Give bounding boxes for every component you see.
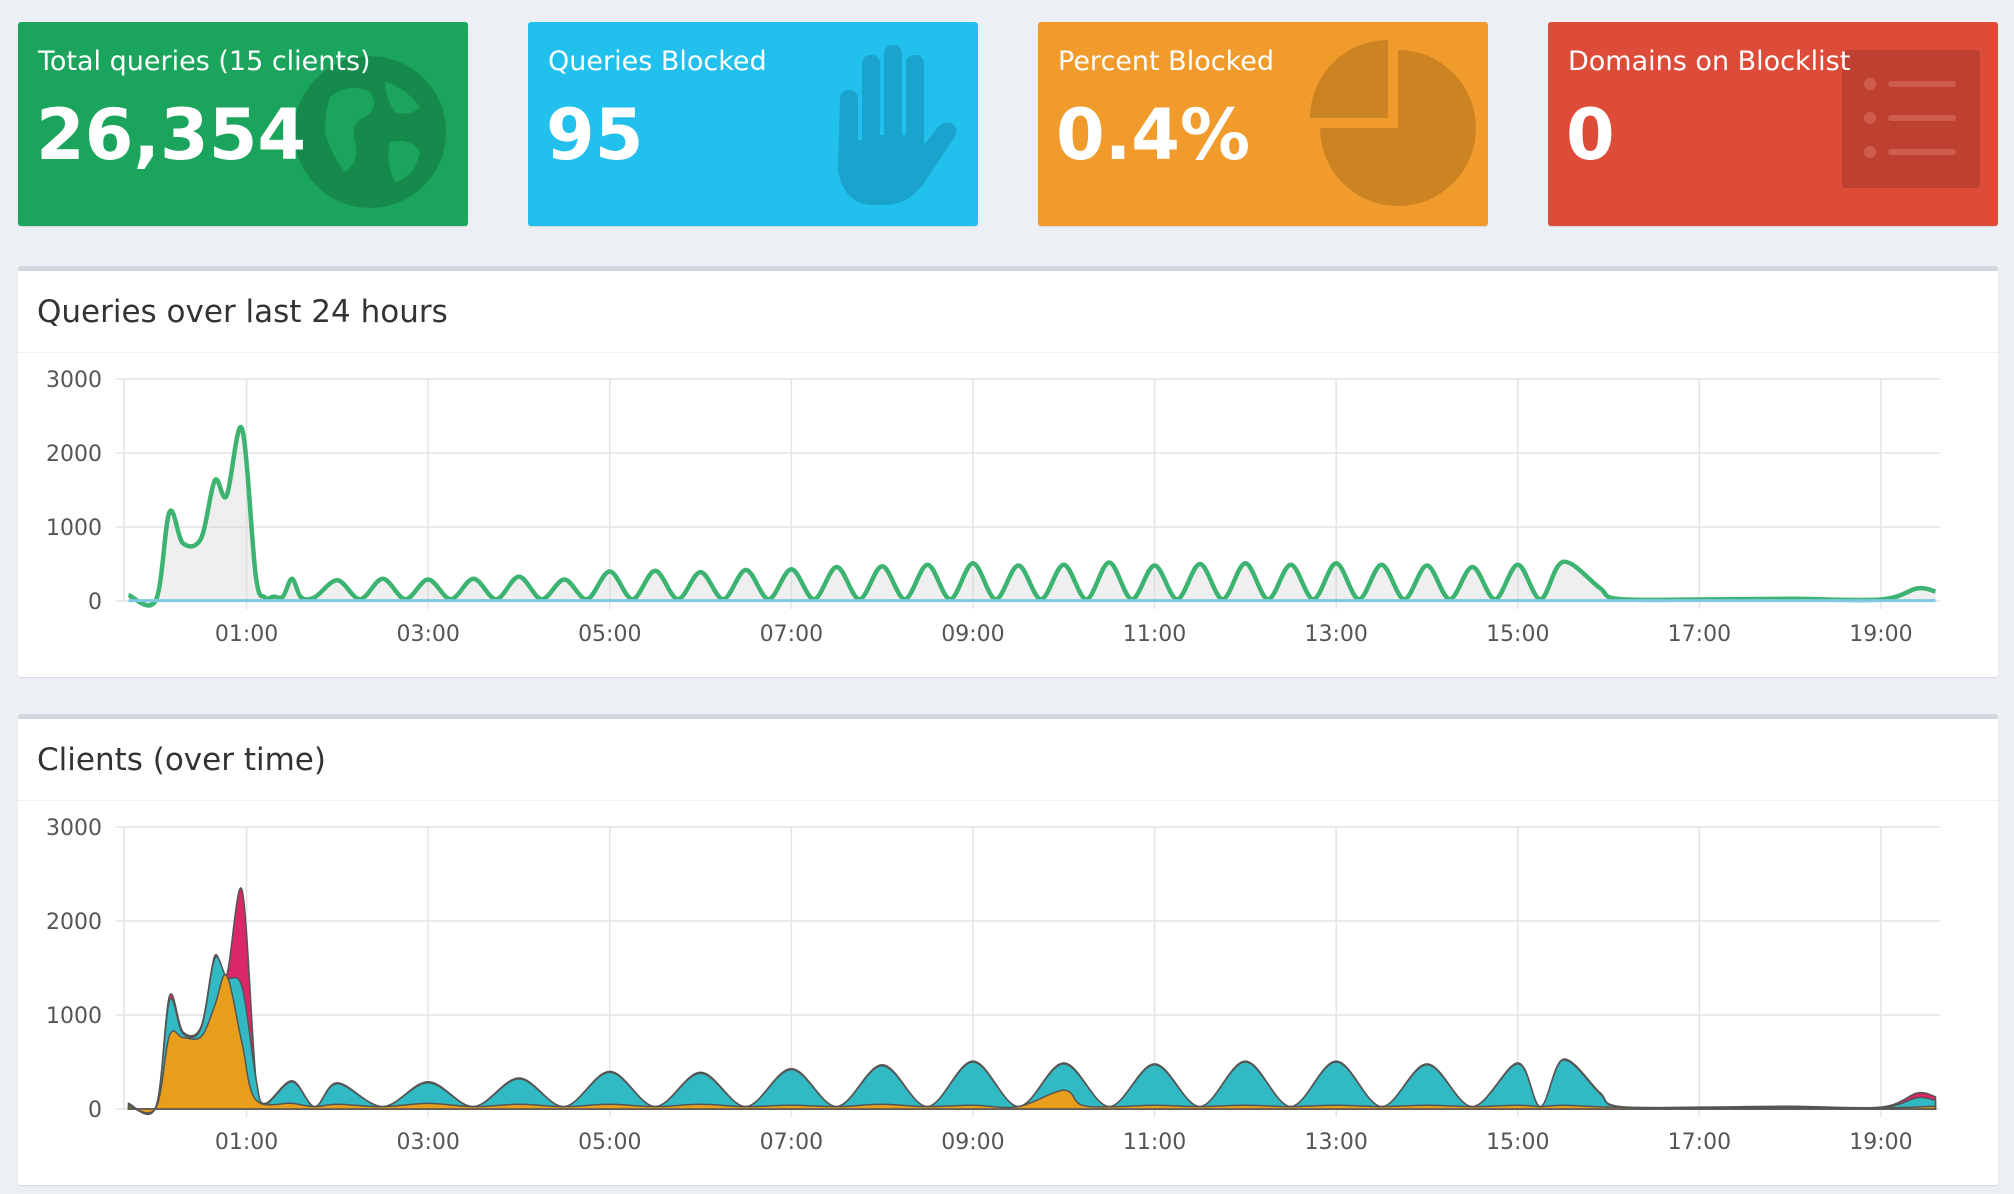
domains-blocklist-value: 0 [1566,94,1615,176]
list-icon [1842,50,1980,188]
queries-blocked-label: Queries Blocked [548,46,767,77]
total-queries-box[interactable]: Total queries (15 clients) 26,354 [18,22,468,226]
series-area[interactable] [127,887,1937,1115]
y-tick-label: 0 [88,590,102,615]
x-tick-label: 09:00 [941,1130,1004,1155]
queries-over-time-panel: Queries over last 24 hours 3000 2000 1000 0… [18,266,1998,677]
x-tick-label: 01:00 [215,1130,278,1155]
x-tick-label: 01:00 [215,622,278,647]
x-tick-label: 03:00 [396,1130,459,1155]
x-tick-label: 17:00 [1668,622,1731,647]
clients-chart[interactable]: 3000 2000 1000 0 01:00 03:00 05:00 07:00 09:00 11… [18,801,1998,1179]
panel-title: Queries over last 24 hours [18,271,1998,353]
series-area[interactable] [127,973,1937,1114]
x-tick-label: 09:00 [941,622,1004,647]
hand-icon [838,45,957,205]
x-tick-label: 05:00 [578,622,641,647]
clients-over-time-panel: Clients (over time) 3000 2000 1000 0 01:00 03… [18,714,1998,1185]
total-queries-value: 26,354 [36,94,307,176]
globe-icon [294,56,446,208]
y-tick-label: 2000 [46,910,102,935]
panel-title: Clients (over time) [18,719,1998,801]
percent-blocked-value: 0.4% [1056,94,1251,176]
y-tick-label: 2000 [46,442,102,467]
x-tick-label: 13:00 [1304,622,1367,647]
y-tick-label: 0 [88,1098,102,1123]
x-tick-label: 13:00 [1304,1130,1367,1155]
percent-blocked-label: Percent Blocked [1058,46,1274,77]
pie-chart-icon [1310,40,1476,206]
x-tick-label: 11:00 [1123,622,1186,647]
x-tick-label: 07:00 [760,1130,823,1155]
x-tick-label: 17:00 [1668,1130,1731,1155]
queries-blocked-value: 95 [546,94,644,176]
y-tick-label: 3000 [46,816,102,841]
total-queries-label: Total queries (15 clients) [38,46,371,77]
domains-blocklist-box[interactable]: Domains on Blocklist 0 [1548,22,1998,226]
y-tick-label: 1000 [46,1004,102,1029]
x-tick-label: 11:00 [1123,1130,1186,1155]
queries-blocked-box[interactable]: Queries Blocked 95 [528,22,978,226]
x-tick-label: 15:00 [1486,622,1549,647]
series-area[interactable] [127,956,1937,1115]
queries-chart[interactable]: 3000 2000 1000 0 01:00 03:00 05:00 07:00 09:00 11… [18,353,1998,671]
x-tick-label: 07:00 [760,622,823,647]
x-tick-label: 19:00 [1849,1130,1912,1155]
x-tick-label: 15:00 [1486,1130,1549,1155]
series-area [128,426,1936,606]
domains-blocklist-label: Domains on Blocklist [1568,46,1851,77]
x-tick-label: 03:00 [396,622,459,647]
y-tick-label: 1000 [46,516,102,541]
x-tick-label: 05:00 [578,1130,641,1155]
percent-blocked-box[interactable]: Percent Blocked 0.4% [1038,22,1488,226]
x-tick-label: 19:00 [1849,622,1912,647]
series-line[interactable] [127,424,1937,608]
y-tick-label: 3000 [46,368,102,393]
